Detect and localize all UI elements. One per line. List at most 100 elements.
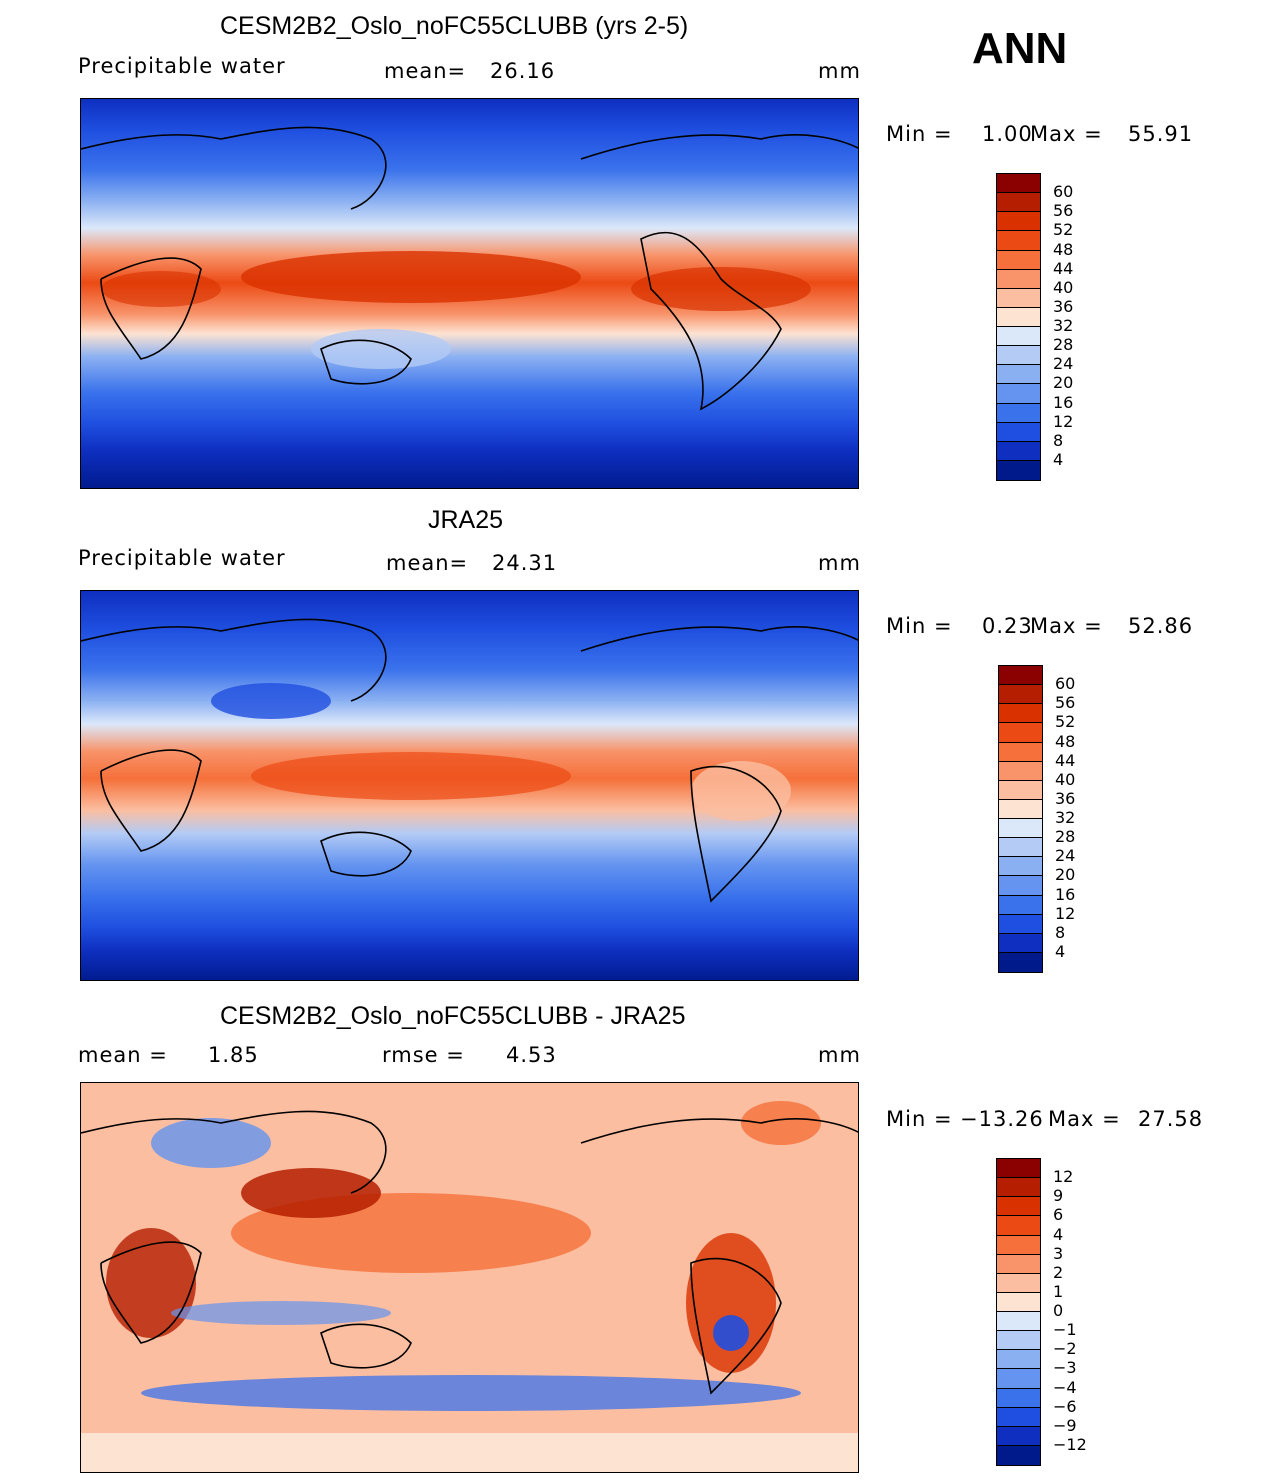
colorbar-tick-label: 24: [1053, 354, 1074, 374]
panel1-mean-label: mean=: [384, 59, 467, 83]
colorbar-swatch: [997, 1178, 1040, 1198]
colorbar-swatch: [999, 914, 1042, 934]
colorbar-tick-label: 60: [1053, 182, 1074, 202]
colorbar-swatch: [997, 250, 1040, 270]
colorbar-swatch: [999, 723, 1042, 743]
colorbar-swatch: [997, 1407, 1040, 1427]
colorbar-tick-label: 24: [1055, 846, 1076, 866]
season-label: ANN: [972, 24, 1068, 73]
colorbar-tick-label: 20: [1055, 865, 1076, 885]
panel1-units: mm: [818, 59, 861, 83]
panel3-max-label: Max =: [1048, 1107, 1121, 1131]
colorbar-swatch: [999, 666, 1042, 686]
panel2-units: mm: [818, 551, 861, 575]
panel2-map-field: [81, 591, 858, 980]
colorbar-swatch: [997, 460, 1040, 480]
colorbar-swatch: [999, 876, 1042, 896]
colorbar-swatch: [997, 441, 1040, 461]
colorbar-swatch: [997, 1292, 1040, 1312]
colorbar-swatch: [997, 288, 1040, 308]
panel3-map-field: [81, 1083, 858, 1472]
colorbar-swatch: [997, 1331, 1040, 1351]
colorbar-swatch: [999, 685, 1042, 705]
panel3-title: CESM2B2_Oslo_noFC55CLUBB - JRA25: [220, 1002, 686, 1030]
colorbar-tick-label: 6: [1053, 1205, 1064, 1225]
colorbar-tick-label: 12: [1055, 903, 1076, 923]
colorbar-swatch: [997, 174, 1040, 194]
colorbar-swatch: [999, 933, 1042, 953]
colorbar-tick-label: 56: [1055, 693, 1076, 713]
colorbar-swatch: [997, 269, 1040, 289]
colorbar-tick-label: 0: [1053, 1301, 1064, 1320]
colorbar-tick-label: 40: [1053, 277, 1074, 297]
panel2-max-label: Max =: [1030, 614, 1103, 638]
colorbar-swatch: [997, 1254, 1040, 1274]
colorbar-swatch: [997, 307, 1040, 327]
colorbar-tick-label: 1: [1053, 1281, 1064, 1301]
colorbar-tick-label: 48: [1055, 731, 1076, 751]
colorbar-tick-label: 16: [1053, 392, 1074, 412]
panel2-map: [80, 590, 859, 981]
colorbar-swatch: [997, 1216, 1040, 1236]
colorbar-swatch: [999, 799, 1042, 819]
panel2-variable-label: Precipitable water: [78, 546, 286, 570]
colorbar-swatch: [999, 838, 1042, 858]
colorbar-swatch: [997, 422, 1040, 442]
panel1-map-field: [81, 99, 858, 488]
colorbar-swatch: [997, 1159, 1040, 1179]
colorbar-tick-label: 2: [1053, 1262, 1064, 1282]
panel3-mean-label: mean =: [78, 1043, 168, 1067]
colorbar-tick-label: 4: [1053, 1224, 1064, 1244]
colorbar-tick-label: −12: [1053, 1434, 1087, 1454]
panel1-mean-value: 26.16: [490, 59, 556, 83]
colorbar-swatch: [997, 1197, 1040, 1217]
colorbar-tick-label: 32: [1053, 316, 1074, 335]
colorbar-tick-label: 4: [1055, 941, 1066, 961]
colorbar-tick-label: 56: [1053, 201, 1074, 221]
panel1-colorbar: [996, 173, 1041, 481]
colorbar-tick-label: −2: [1053, 1339, 1077, 1359]
colorbar-swatch: [999, 952, 1042, 972]
colorbar-swatch: [999, 857, 1042, 877]
colorbar-swatch: [997, 1426, 1040, 1446]
colorbar-tick-label: 44: [1053, 258, 1074, 278]
panel1-min-value: 1.00: [982, 122, 1033, 146]
panel1-max-label: Max =: [1030, 122, 1103, 146]
colorbar-swatch: [999, 761, 1042, 781]
colorbar-swatch: [999, 819, 1042, 839]
panel3-coastlines: [81, 1110, 858, 1395]
panel2-max-value: 52.86: [1128, 614, 1194, 638]
panel1-title: CESM2B2_Oslo_noFC55CLUBB (yrs 2-5): [220, 12, 689, 40]
colorbar-tick-label: 40: [1055, 769, 1076, 789]
colorbar-swatch: [999, 742, 1042, 762]
colorbar-tick-label: 8: [1055, 922, 1066, 942]
panel3-max-value: 27.58: [1138, 1107, 1204, 1131]
panel2-mean-label: mean=: [386, 551, 469, 575]
panel1-max-value: 55.91: [1128, 122, 1194, 146]
panel2-colorbar: [998, 665, 1043, 973]
colorbar-swatch: [997, 1273, 1040, 1293]
panel2-title: JRA25: [428, 506, 504, 534]
colorbar-tick-label: 12: [1053, 1167, 1074, 1187]
panel1-min-label: Min =: [886, 122, 953, 146]
colorbar-tick-label: 52: [1055, 712, 1076, 732]
colorbar-swatch: [997, 1350, 1040, 1370]
colorbar-swatch: [997, 1388, 1040, 1408]
colorbar-tick-label: 9: [1053, 1186, 1064, 1206]
colorbar-tick-label: 60: [1055, 674, 1076, 694]
colorbar-swatch: [999, 895, 1042, 915]
panel3-rmse-value: 4.53: [506, 1043, 557, 1067]
colorbar-swatch: [997, 365, 1040, 385]
colorbar-tick-label: 20: [1053, 373, 1074, 393]
colorbar-tick-label: 4: [1053, 449, 1064, 469]
panel1-map: [80, 98, 859, 489]
colorbar-tick-label: −6: [1053, 1396, 1077, 1416]
colorbar-tick-label: 28: [1053, 335, 1074, 355]
colorbar-tick-label: −3: [1053, 1358, 1077, 1378]
panel3-mean-value: 1.85: [208, 1043, 259, 1067]
colorbar-tick-label: −1: [1053, 1320, 1077, 1340]
colorbar-swatch: [999, 704, 1042, 724]
panel3-units: mm: [818, 1043, 861, 1067]
colorbar-tick-label: −4: [1053, 1377, 1077, 1397]
colorbar-tick-label: 52: [1053, 220, 1074, 240]
